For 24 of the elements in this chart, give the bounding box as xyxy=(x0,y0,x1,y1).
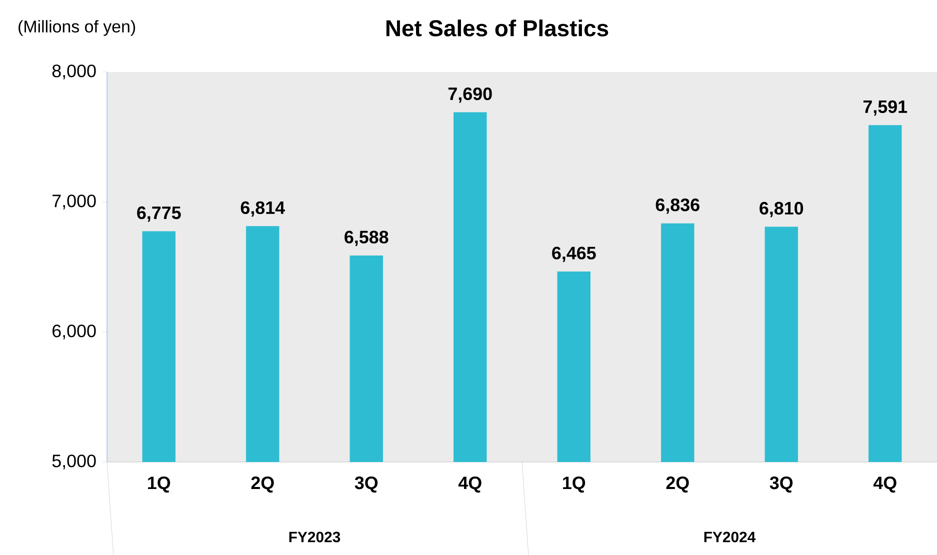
x-tick-label: 2Q xyxy=(251,476,274,493)
y-tick-label: 7,000 xyxy=(52,194,96,210)
data-label: 6,775 xyxy=(137,206,181,222)
x-tick-label: 1Q xyxy=(148,476,170,493)
x-tick-label: 1Q xyxy=(563,476,586,493)
data-label: 6,836 xyxy=(656,198,700,214)
data-label: 6,465 xyxy=(552,246,596,262)
x-tick-label: 3Q xyxy=(354,476,378,493)
data-label: 7,591 xyxy=(863,100,908,116)
data-label: 7,690 xyxy=(448,87,492,103)
text: FY2024 xyxy=(704,532,756,542)
chart-title: Net Sales of Plastics xyxy=(386,20,608,36)
text: FY2023 xyxy=(289,532,340,542)
x-tick-label: 4Q xyxy=(458,476,482,493)
y-tick-label: 6,000 xyxy=(52,324,96,340)
x-tick-label: 4Q xyxy=(873,476,896,493)
data-label: 6,814 xyxy=(240,201,285,217)
y-axis-title: (Millions of yen) xyxy=(18,20,136,36)
y-tick-label: 5,000 xyxy=(52,454,96,470)
x-tick-label: 3Q xyxy=(770,476,793,493)
data-label: 6,810 xyxy=(760,202,804,218)
data-label: 6,588 xyxy=(344,230,388,246)
x-tick-label: 2Q xyxy=(666,476,689,493)
y-tick-label: 8,000 xyxy=(52,64,96,80)
